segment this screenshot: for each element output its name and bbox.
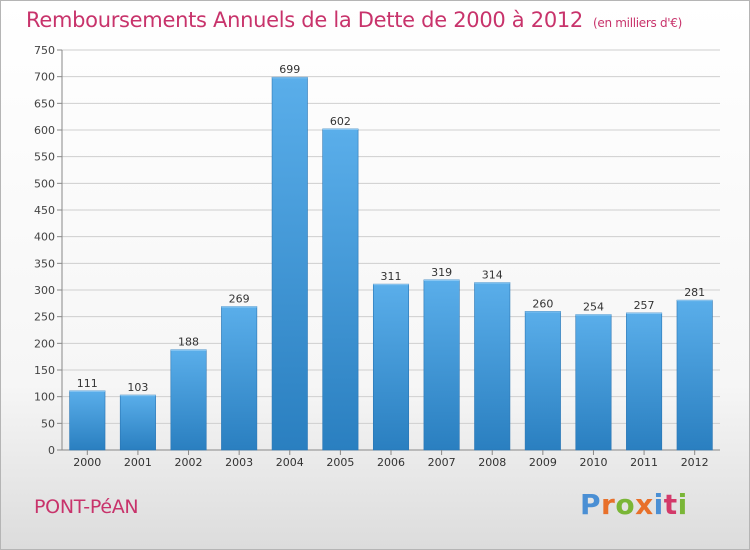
- chart-unit: (en milliers d'€): [593, 16, 683, 30]
- y-tick-label: 400: [34, 231, 55, 244]
- bar: [322, 128, 359, 451]
- data-label: 311: [381, 270, 402, 283]
- data-label: 257: [634, 299, 655, 312]
- y-tick-label: 200: [34, 337, 55, 350]
- bar: [676, 299, 713, 451]
- x-tick-label: 2003: [225, 456, 253, 469]
- x-tick-label: 2000: [73, 456, 101, 469]
- x-tick-label: 2007: [428, 456, 456, 469]
- data-label: 254: [583, 301, 604, 314]
- x-tick-label: 2008: [478, 456, 506, 469]
- data-label: 602: [330, 115, 351, 128]
- x-tick-label: 2004: [276, 456, 304, 469]
- bar: [170, 349, 207, 451]
- city-name: PONT-PéAN: [34, 496, 139, 518]
- x-tick-label: 2005: [326, 456, 354, 469]
- data-label: 699: [279, 63, 300, 76]
- data-label: 260: [532, 297, 553, 310]
- y-tick-label: 650: [34, 97, 55, 110]
- x-tick-label: 2012: [681, 456, 709, 469]
- bar: [372, 283, 410, 451]
- y-tick-label: 350: [34, 257, 55, 270]
- y-tick-label: 700: [34, 71, 55, 84]
- y-tick-label: 450: [34, 204, 55, 217]
- x-tick-label: 2001: [124, 456, 152, 469]
- data-label: 319: [431, 266, 452, 279]
- data-label: 103: [127, 381, 148, 394]
- y-tick-label: 250: [34, 311, 55, 324]
- bar: [626, 312, 663, 451]
- bar: [119, 394, 156, 451]
- x-tick-label: 2009: [529, 456, 557, 469]
- proxiti-logo: Proxiti: [580, 488, 688, 521]
- x-tick-label: 2011: [630, 456, 658, 469]
- bar: [271, 76, 308, 451]
- y-tick-label: 600: [34, 124, 55, 137]
- x-tick-label: 2002: [175, 456, 203, 469]
- chart-title-text: Remboursements Annuels de la Dette de 20…: [26, 8, 583, 32]
- bar: [575, 314, 612, 451]
- data-label: 188: [178, 336, 199, 349]
- data-label: 281: [684, 286, 705, 299]
- y-tick-label: 150: [34, 364, 55, 377]
- y-tick-label: 100: [34, 391, 55, 404]
- bar: [423, 279, 460, 451]
- y-tick-label: 500: [34, 177, 55, 190]
- x-tick-label: 2010: [579, 456, 607, 469]
- y-tick-label: 300: [34, 284, 55, 297]
- bar: [524, 311, 561, 451]
- chart-title: Remboursements Annuels de la Dette de 20…: [26, 8, 682, 32]
- y-tick-label: 550: [34, 151, 55, 164]
- bar: [221, 306, 258, 451]
- data-label: 269: [229, 293, 250, 306]
- data-label: 314: [482, 269, 503, 282]
- bar: [474, 282, 511, 451]
- bar: [69, 390, 106, 451]
- y-tick-label: 750: [34, 44, 55, 57]
- data-label: 111: [77, 377, 98, 390]
- x-tick-label: 2006: [377, 456, 405, 469]
- y-tick-label: 50: [41, 417, 55, 430]
- y-tick-label: 0: [48, 444, 55, 457]
